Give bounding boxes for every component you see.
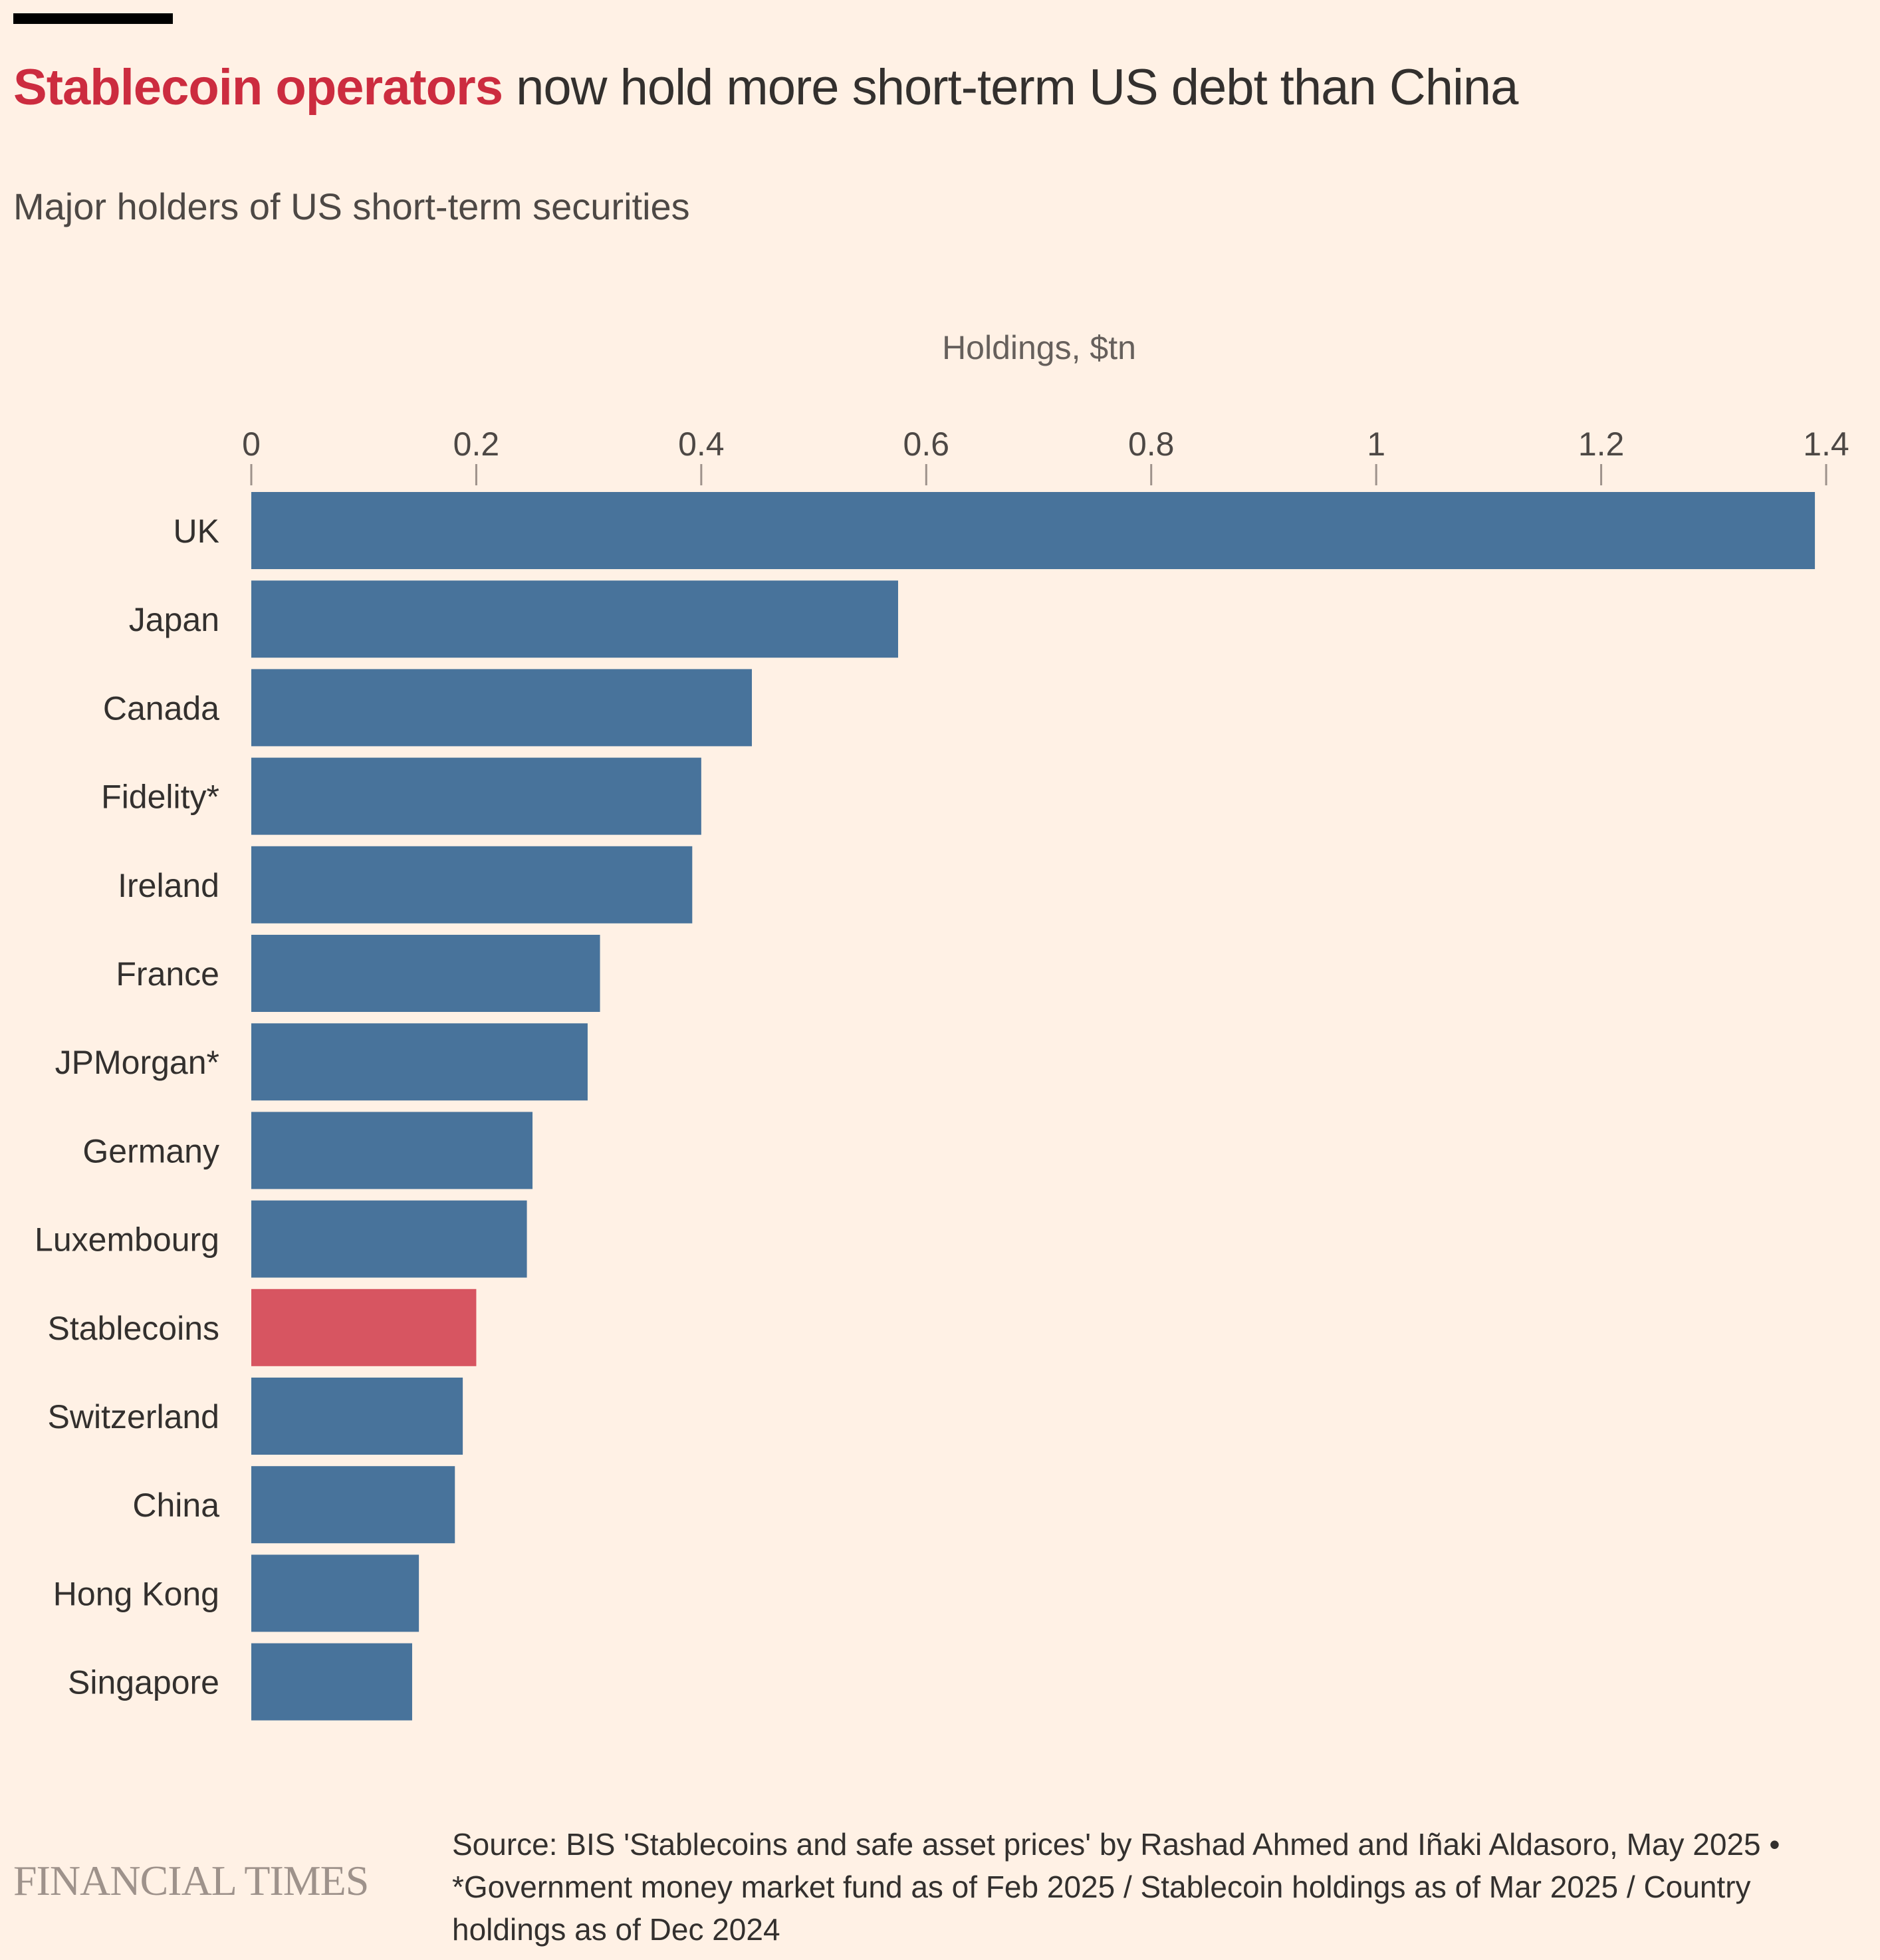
bar-luxembourg bbox=[251, 1200, 527, 1278]
category-label: Singapore bbox=[68, 1664, 219, 1701]
category-label: Germany bbox=[82, 1132, 219, 1169]
x-axis: 0 0.2 0.4 0.6 0.8 1 1.2 1.4 bbox=[242, 426, 1849, 485]
title-rest: now hold more short-term US debt than Ch… bbox=[502, 59, 1518, 116]
bar-germany bbox=[251, 1112, 533, 1189]
category-label: UK bbox=[174, 513, 219, 550]
x-tick-label: 0.6 bbox=[903, 426, 950, 463]
bar-jpmorgan bbox=[251, 1023, 588, 1101]
category-label: China bbox=[132, 1487, 219, 1524]
category-labels: UK Japan Canada Fidelity* Ireland France JPMor… bbox=[35, 513, 219, 1701]
category-label: Switzerland bbox=[48, 1398, 219, 1435]
category-label: Stablecoins bbox=[48, 1310, 220, 1347]
source-note: Source: BIS 'Stablecoins and safe asset … bbox=[452, 1827, 1780, 1947]
bar-china bbox=[251, 1466, 455, 1544]
bar-stablecoins bbox=[251, 1288, 477, 1366]
x-tick-label: 0 bbox=[242, 426, 261, 463]
x-tick-label: 0.2 bbox=[453, 426, 500, 463]
bar-fidelity bbox=[251, 757, 701, 835]
category-label: Fidelity* bbox=[101, 779, 219, 816]
bars bbox=[251, 492, 1816, 1721]
category-label: Ireland bbox=[118, 867, 219, 904]
ft-top-rule bbox=[13, 13, 173, 24]
x-tick-label: 1 bbox=[1367, 426, 1385, 463]
bar-switzerland bbox=[251, 1378, 463, 1455]
x-tick-label: 1.4 bbox=[1803, 426, 1849, 463]
category-label: France bbox=[116, 955, 219, 993]
bar-chart: Holdings, $tn 0 0.2 0.4 0.6 0.8 1 1.2 1.4 UK Jap… bbox=[35, 329, 1849, 1721]
category-label: Canada bbox=[103, 689, 219, 727]
x-axis-label: Holdings, $tn bbox=[942, 329, 1136, 366]
category-label: Hong Kong bbox=[53, 1575, 219, 1612]
title-highlight: Stablecoin operators bbox=[13, 59, 503, 116]
bar-hong-kong bbox=[251, 1554, 419, 1632]
category-label: Luxembourg bbox=[35, 1221, 219, 1259]
chart-subtitle: Major holders of US short-term securitie… bbox=[13, 185, 690, 227]
bar-singapore bbox=[251, 1643, 412, 1721]
bar-france bbox=[251, 935, 600, 1012]
x-tick-label: 0.4 bbox=[678, 426, 725, 463]
x-tick-label: 1.2 bbox=[1578, 426, 1625, 463]
bar-ireland bbox=[251, 846, 693, 923]
x-tick-label: 0.8 bbox=[1128, 426, 1175, 463]
bar-canada bbox=[251, 669, 753, 747]
category-label: JPMorgan* bbox=[55, 1044, 219, 1081]
ft-logo: FINANCIAL TIMES bbox=[13, 1857, 369, 1904]
category-label: Japan bbox=[129, 601, 219, 638]
bar-japan bbox=[251, 580, 898, 658]
chart-title: Stablecoin operators now hold more short… bbox=[13, 59, 1518, 116]
bar-uk bbox=[251, 492, 1816, 569]
